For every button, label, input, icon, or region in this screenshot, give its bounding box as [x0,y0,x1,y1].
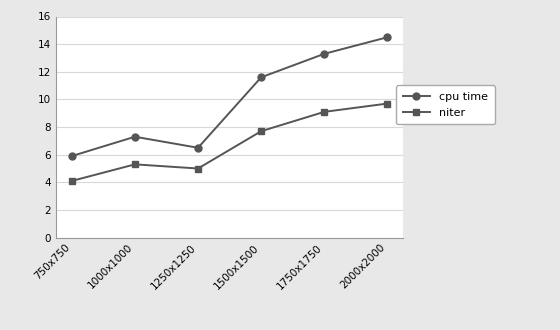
niter [321,110,328,114]
niter [132,162,138,166]
niter [195,167,202,171]
cpu time [132,135,138,139]
cpu time [258,75,264,79]
cpu time [321,52,328,56]
cpu time [384,35,391,39]
cpu time [195,146,202,150]
niter [258,129,264,133]
niter [68,179,75,183]
Line: niter: niter [68,100,391,184]
niter [384,102,391,106]
Line: cpu time: cpu time [68,34,391,159]
Legend: cpu time, niter: cpu time, niter [396,85,495,124]
cpu time [68,154,75,158]
